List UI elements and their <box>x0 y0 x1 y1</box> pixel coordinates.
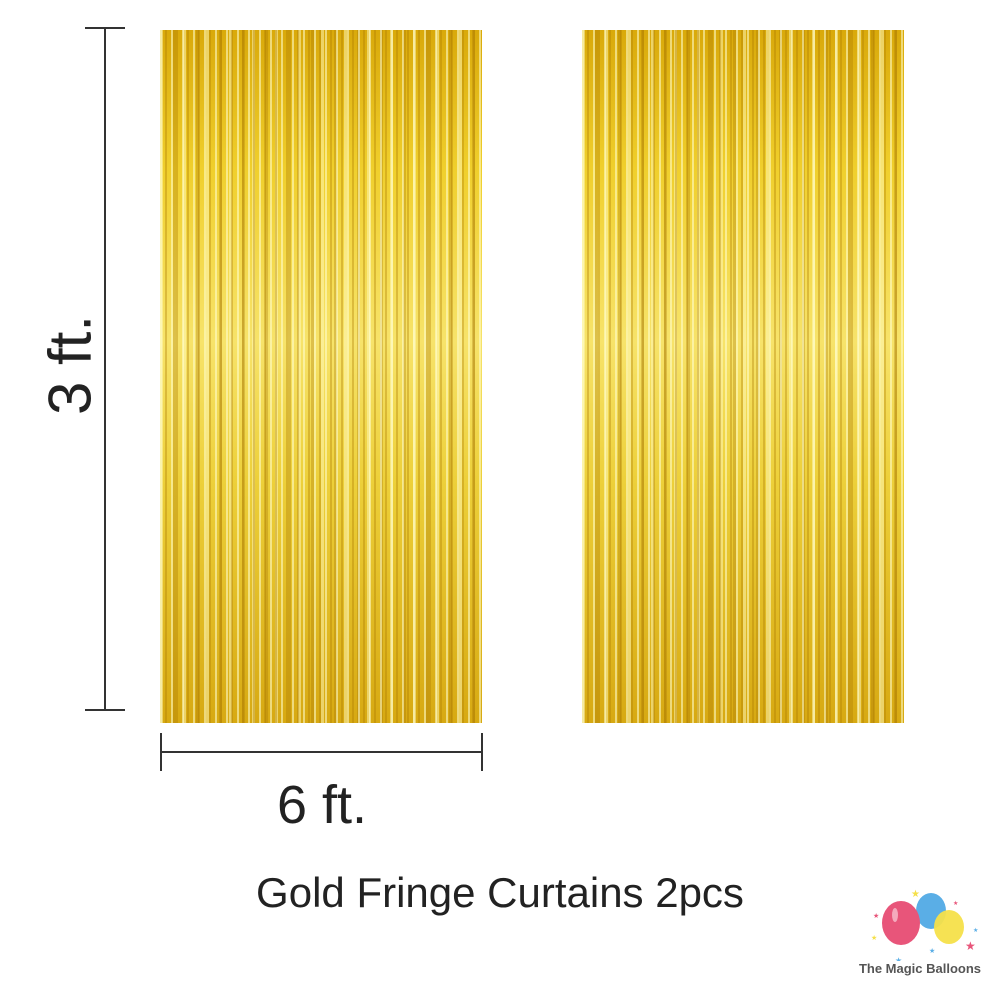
gold-fringe-curtain-left <box>160 30 482 723</box>
height-dimension-tick-top <box>85 27 125 29</box>
svg-text:★: ★ <box>895 956 902 961</box>
balloons-icon: ★ ★ ★ ★ ★ ★ ★ ★ <box>871 889 978 965</box>
product-caption: Gold Fringe Curtains 2pcs <box>256 869 744 916</box>
brand-logo: ★ ★ ★ ★ ★ ★ ★ ★ The Magic Balloons <box>845 885 995 985</box>
svg-text:★: ★ <box>871 934 877 942</box>
svg-text:★: ★ <box>929 947 935 955</box>
height-dimension-tick-bottom <box>85 709 125 711</box>
height-label: 3 ft. <box>36 314 104 416</box>
width-dimension-tick-right <box>481 733 483 771</box>
width-label: 6 ft. <box>276 775 368 835</box>
svg-text:★: ★ <box>911 889 920 900</box>
svg-text:★: ★ <box>973 927 978 934</box>
width-dimension-line <box>161 751 482 753</box>
svg-text:★: ★ <box>965 939 976 953</box>
gold-fringe-curtain-right <box>582 30 904 723</box>
brand-logo-text: The Magic Balloons <box>858 961 982 976</box>
width-dimension-tick-left <box>160 733 162 771</box>
svg-text:★: ★ <box>873 912 879 920</box>
svg-text:★: ★ <box>953 900 958 907</box>
height-dimension-line <box>104 28 106 711</box>
